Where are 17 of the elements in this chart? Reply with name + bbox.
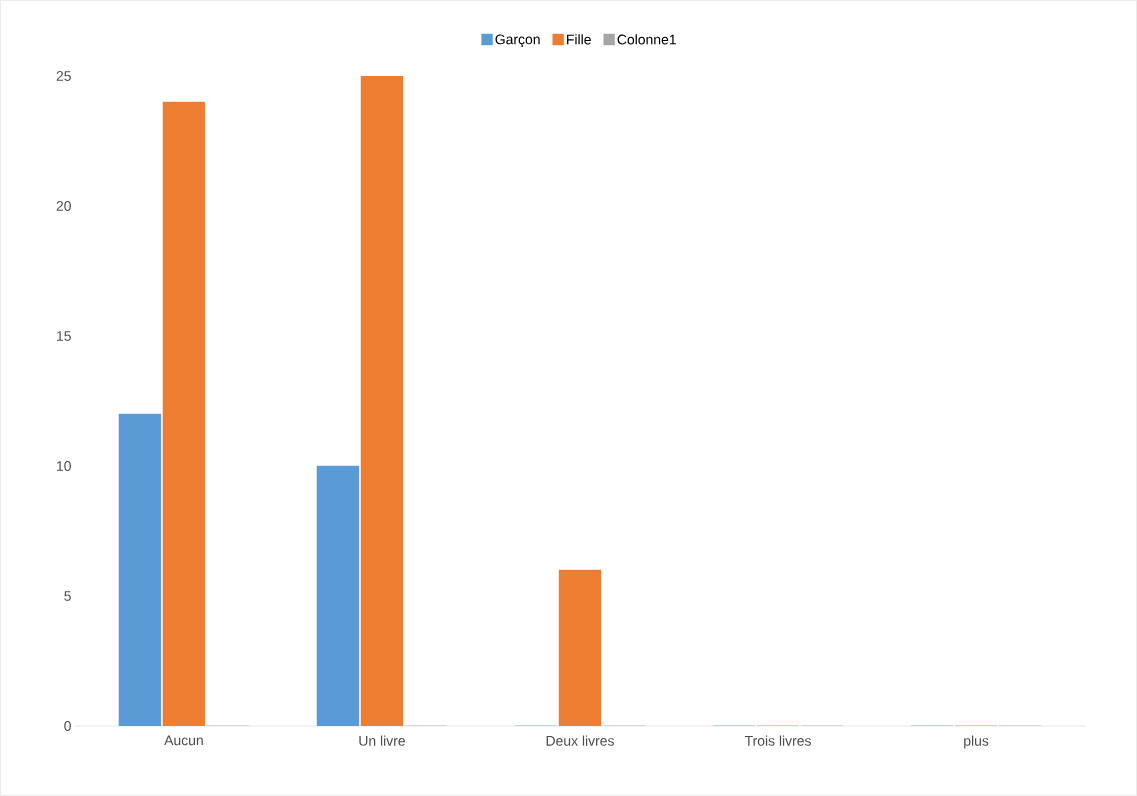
x-tick-label: plus xyxy=(964,735,989,749)
y-tick-label: 10 xyxy=(57,461,71,471)
x-tick-label: Deux livres xyxy=(546,735,614,746)
x-tick-label: Un livre xyxy=(359,735,405,746)
y-tick-label: 5 xyxy=(64,591,71,601)
x-tick-label: Aucun xyxy=(164,735,203,746)
y-tick-label: 0 xyxy=(64,721,71,731)
legend-label: Colonne1 xyxy=(617,34,676,45)
bar xyxy=(360,75,404,726)
y-tick-label: 25 xyxy=(56,71,71,81)
bar xyxy=(162,101,206,726)
legend-label: Garçon xyxy=(495,34,540,48)
bar xyxy=(558,569,602,726)
legend-label: Fille xyxy=(567,34,591,45)
x-tick-label: Trois livres xyxy=(744,735,811,746)
y-tick-label: 15 xyxy=(57,331,71,341)
y-tick-label: 20 xyxy=(56,201,71,211)
